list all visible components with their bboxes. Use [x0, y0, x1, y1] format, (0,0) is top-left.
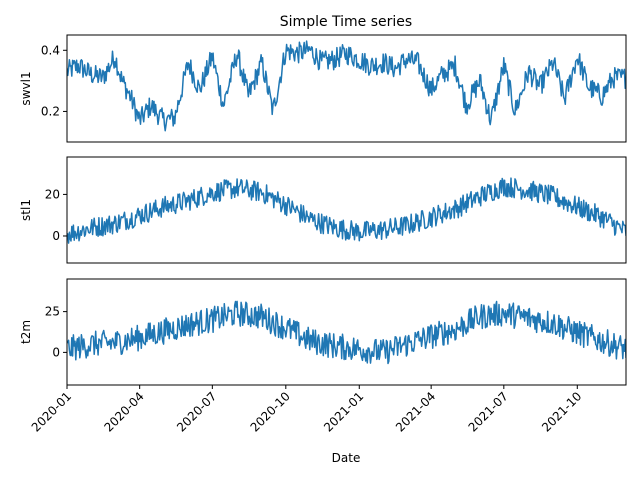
x-tick-label: 2020-07 — [174, 389, 219, 434]
y-tick-label: 0.2 — [41, 104, 60, 118]
y-tick-label: 25 — [45, 305, 60, 319]
subplot-panels: 0.2 0.4 swvl1 0 20 stl1 0 25 t2m 2020-01 2020-04 20… — [19, 34, 627, 435]
x-axis-label: Date — [332, 451, 361, 465]
axes-frame — [66, 156, 627, 264]
y-tick-label: 0 — [52, 229, 60, 243]
series-line-stl1 — [67, 177, 626, 244]
y-axis-label-stl1: stl1 — [19, 199, 33, 221]
y-tick-label: 0 — [52, 345, 60, 359]
axes-frame — [66, 278, 627, 386]
y-axis-label-swvl1: swvl1 — [19, 71, 33, 105]
series-line-t2m — [67, 300, 626, 365]
y-tick-label: 20 — [45, 187, 60, 201]
x-tick-label: 2020-10 — [248, 389, 293, 434]
subplot-stl1: 0 20 stl1 — [19, 156, 627, 264]
x-tick-label: 2021-07 — [466, 389, 511, 434]
subplot-t2m: 0 25 t2m — [19, 278, 627, 386]
axes-frame — [66, 34, 627, 143]
y-tick-label: 0.4 — [41, 43, 60, 57]
y-axis-label-t2m: t2m — [19, 320, 33, 344]
x-tick-label: 2020-01 — [29, 389, 74, 434]
x-tick-label: 2020-04 — [101, 389, 146, 434]
x-tick-label: 2021-04 — [393, 389, 438, 434]
chart-title: Simple Time series — [280, 14, 412, 30]
x-tick-label: 2021-10 — [539, 389, 584, 434]
subplot-swvl1: 0.2 0.4 swvl1 — [19, 34, 627, 143]
x-tick-label: 2021-01 — [321, 389, 366, 434]
series-line-swvl1 — [67, 40, 626, 132]
